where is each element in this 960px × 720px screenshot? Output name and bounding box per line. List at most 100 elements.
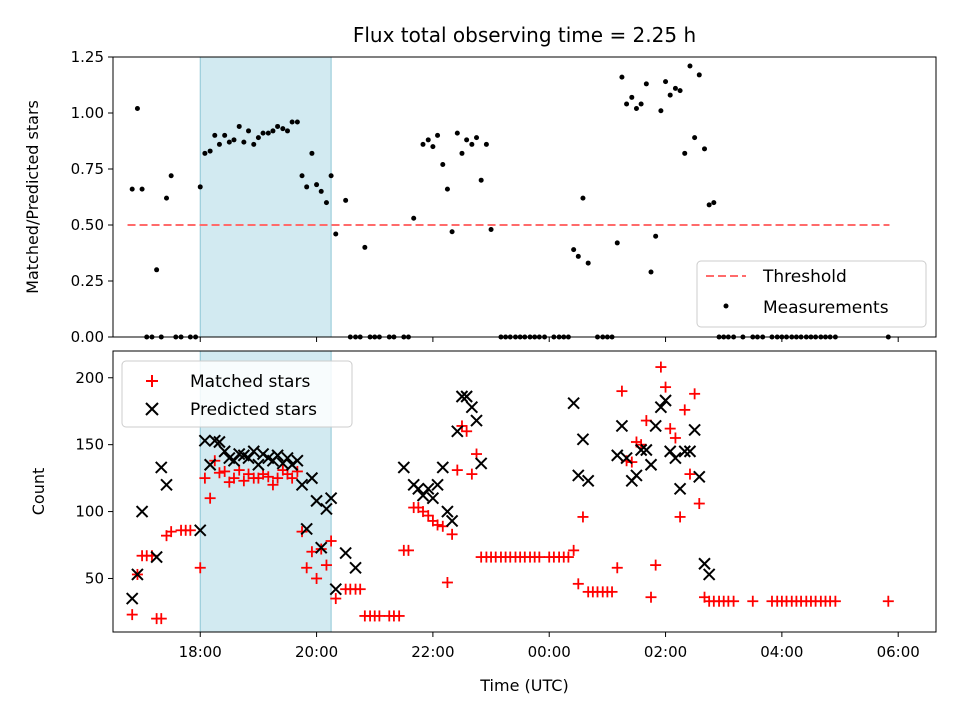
predicted-star-point xyxy=(412,482,425,496)
predicted-star-stroke-b xyxy=(416,489,430,502)
measurement-point xyxy=(255,135,261,141)
measurement-point xyxy=(580,195,586,201)
measurement-point xyxy=(474,135,480,141)
matched-star-point xyxy=(184,524,196,536)
bottom-x-tick-label: 02:00 xyxy=(644,643,687,661)
measurement-point xyxy=(323,200,329,206)
measurement-point xyxy=(294,119,300,125)
measurement-point xyxy=(280,126,286,132)
matched-star-point xyxy=(219,465,231,477)
predicted-star-point xyxy=(611,449,624,462)
predicted-star-stroke-b xyxy=(465,400,479,414)
predicted-star-point xyxy=(329,582,342,596)
matched-star-point xyxy=(568,544,580,556)
predicted-star-point xyxy=(194,524,207,537)
measurement-point xyxy=(444,186,450,192)
matched-star-point xyxy=(674,511,686,523)
predicted-star-point xyxy=(315,541,328,554)
measurement-point xyxy=(687,63,693,69)
measurement-point xyxy=(430,144,436,150)
measurement-point xyxy=(672,85,678,91)
matched-star-point xyxy=(645,591,657,603)
measurement-point xyxy=(275,123,281,129)
matched-star-point xyxy=(446,528,458,540)
predicted-star-stroke-b xyxy=(315,541,328,554)
matched-star-point xyxy=(165,526,177,538)
predicted-star-stroke-b xyxy=(698,557,711,570)
matched-star-point xyxy=(577,511,589,523)
matched-star-point xyxy=(461,425,473,437)
predicted-star-stroke-b xyxy=(349,561,362,574)
predicted-star-point xyxy=(567,396,580,410)
measurement-point xyxy=(260,130,266,136)
measurement-point xyxy=(328,173,334,179)
measurement-point xyxy=(318,188,324,194)
predicted-star-stroke-b xyxy=(320,502,333,516)
matched-star-point xyxy=(882,595,894,607)
matched-star-point xyxy=(650,559,662,571)
predicted-star-point xyxy=(669,451,682,465)
matched-star-point xyxy=(330,593,342,605)
bottom-x-tick-label: 06:00 xyxy=(877,643,920,661)
predicted-star-point xyxy=(291,454,304,467)
matched-star-point xyxy=(204,492,216,504)
x-axis-label: Time (UTC) xyxy=(479,676,568,695)
measurement-point xyxy=(343,197,349,203)
predicted-star-point xyxy=(349,561,362,574)
measurement-point xyxy=(284,128,290,134)
matched-star-point xyxy=(199,472,211,484)
matched-star-point xyxy=(441,576,453,588)
predicted-star-stroke-b xyxy=(470,414,483,427)
predicted-star-point xyxy=(125,592,139,605)
bottom-y-tick-label: 200 xyxy=(75,369,104,387)
measurement-point xyxy=(648,269,654,275)
measurement-point xyxy=(251,141,257,147)
measurement-point xyxy=(629,94,635,100)
predicted-star-stroke-b xyxy=(678,445,691,458)
measurement-point xyxy=(575,253,581,259)
matched-star-point xyxy=(306,546,318,558)
measurement-point xyxy=(633,106,639,112)
measurement-point xyxy=(304,184,310,190)
bottom-x-tick-label: 20:00 xyxy=(295,643,338,661)
measurement-point xyxy=(362,244,368,250)
predicted-star-point xyxy=(131,568,144,581)
predicted-star-point xyxy=(451,425,464,438)
measurement-point xyxy=(139,186,145,192)
predicted-star-point xyxy=(198,434,212,447)
matched-star-point xyxy=(373,610,385,622)
predicted-star-point xyxy=(465,400,479,414)
matched-star-point xyxy=(393,610,405,622)
measurement-point xyxy=(333,231,339,237)
measurement-point xyxy=(454,130,460,136)
predicted-star-stroke-b xyxy=(339,546,352,560)
measurement-point xyxy=(212,132,218,138)
measurement-point xyxy=(289,119,295,125)
matched-star-point xyxy=(747,595,759,607)
legend-threshold-label: Threshold xyxy=(762,267,847,287)
predicted-star-point xyxy=(203,458,217,471)
predicted-star-stroke-b xyxy=(572,469,585,482)
predicted-star-stroke-b xyxy=(441,505,454,518)
matched-star-point xyxy=(286,472,298,484)
measurement-point xyxy=(435,132,441,138)
measurement-point xyxy=(614,240,620,246)
measurement-point xyxy=(638,101,644,107)
predicted-star-stroke-b xyxy=(615,419,629,433)
matched-star-point xyxy=(213,467,225,479)
predicted-star-point xyxy=(324,491,338,505)
measurement-point xyxy=(207,148,213,154)
matched-star-point xyxy=(606,586,618,598)
matched-star-point xyxy=(728,595,740,607)
measurement-point xyxy=(653,233,659,239)
matched-star-point xyxy=(291,465,303,477)
predicted-star-stroke-b xyxy=(300,522,313,536)
predicted-star-stroke-b xyxy=(237,449,251,462)
predicted-star-point xyxy=(445,514,459,528)
bottom-y-tick-label: 100 xyxy=(75,503,104,521)
measurement-point xyxy=(624,101,630,107)
measurement-point xyxy=(658,108,664,114)
predicted-star-point xyxy=(271,449,284,462)
matched-star-point xyxy=(829,595,841,607)
bottom-x-tick-label: 22:00 xyxy=(411,643,454,661)
